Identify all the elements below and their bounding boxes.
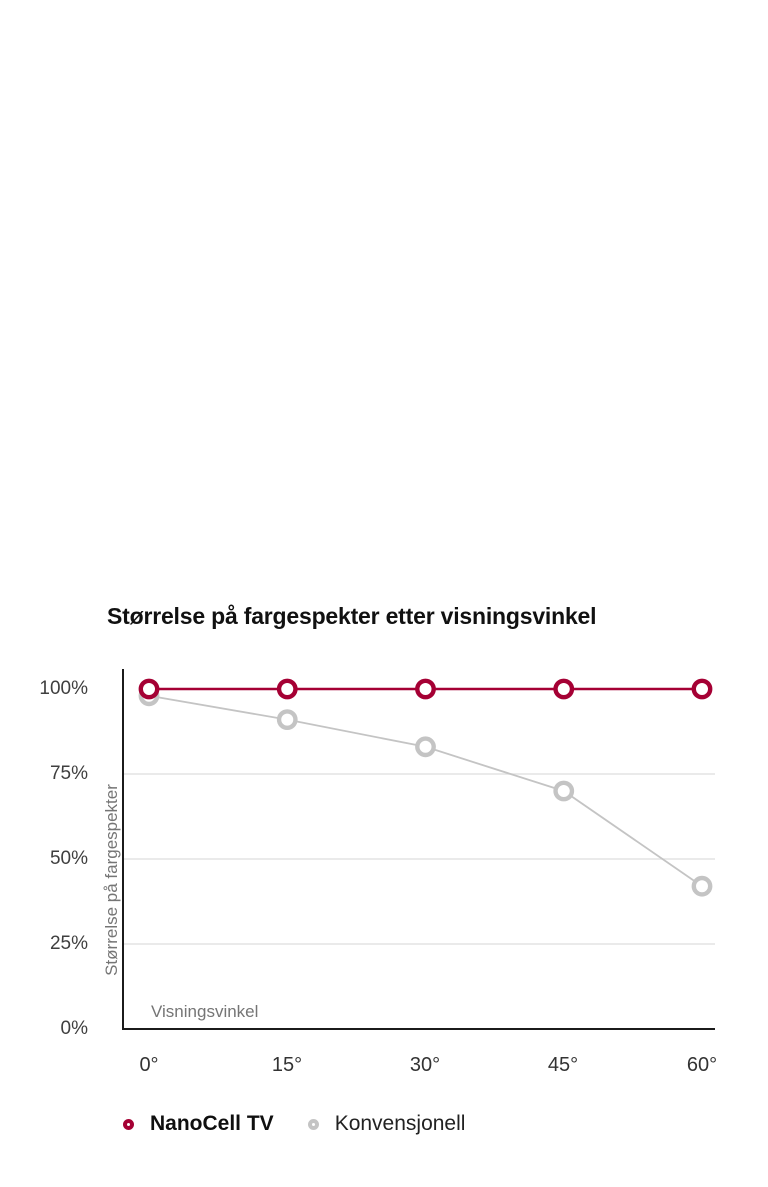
- data-point-nanocell-tv-30°: [415, 678, 436, 700]
- x-tick-label-60deg: 60°: [686, 1054, 718, 1076]
- legend-label-konvensjonell: Konvensjonell: [334, 1112, 466, 1135]
- x-tick-label-15deg: 15°: [271, 1054, 303, 1076]
- gridlines: [123, 773, 715, 945]
- y-tick-label-50: 50%: [49, 848, 88, 869]
- series-konvensjonell: [138, 685, 713, 897]
- series-line-konvensjonell: [148, 694, 703, 887]
- y-tick-label-100: 100%: [39, 678, 88, 699]
- data-point-konvensjonell-45°: [553, 780, 575, 802]
- chart-title: Størrelse på fargespekter etter visnings…: [107, 603, 597, 629]
- legend-item-konvensjonell: Konvensjonell: [307, 1112, 466, 1136]
- data-point-nanocell-tv-60°: [691, 678, 713, 700]
- x-tick-label-0deg: 0°: [139, 1054, 159, 1076]
- legend: NanoCell TV Konvensjonell: [123, 1112, 465, 1136]
- x-tick-label-30deg: 30°: [409, 1054, 441, 1076]
- y-tick-label-75: 75%: [49, 763, 88, 784]
- nanocell-marker-icon: [123, 1118, 134, 1130]
- data-point-nanocell-tv-45°: [553, 678, 575, 700]
- x-tick-label-45deg: 45°: [547, 1054, 579, 1076]
- y-tick-label-25: 25%: [49, 933, 88, 954]
- data-point-konvensjonell-60°: [691, 875, 713, 897]
- data-point-konvensjonell-30°: [415, 736, 436, 758]
- x-axis-label: Visningsvinkel: [151, 1002, 259, 1021]
- data-point-nanocell-tv-0°: [138, 678, 160, 700]
- series-nanocell-tv: [138, 678, 713, 700]
- y-tick-label-0: 0%: [60, 1018, 88, 1039]
- data-point-nanocell-tv-15°: [276, 678, 298, 700]
- konvensjonell-marker-icon: [307, 1118, 319, 1130]
- legend-item-nanocell: NanoCell TV: [123, 1112, 274, 1136]
- data-point-konvensjonell-15°: [276, 709, 298, 730]
- legend-label-nanocell: NanoCell TV: [150, 1112, 274, 1135]
- series-layer: [138, 678, 713, 897]
